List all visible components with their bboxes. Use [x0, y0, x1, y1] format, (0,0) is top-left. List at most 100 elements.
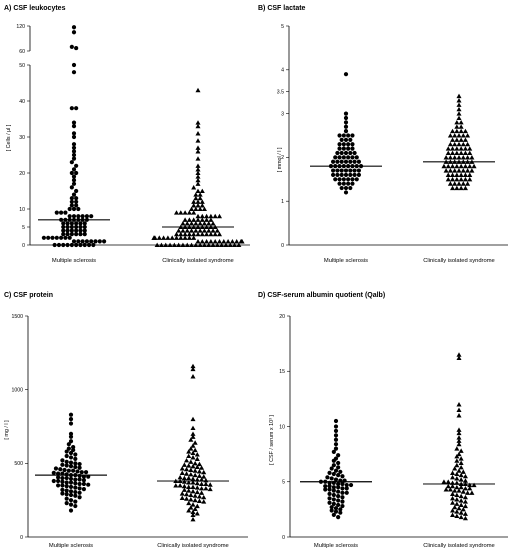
data-point-triangle — [462, 473, 468, 479]
data-point-circle — [60, 487, 65, 492]
data-point-circle — [336, 502, 341, 508]
data-point-circle — [69, 221, 74, 226]
data-point-circle — [56, 475, 61, 480]
data-point-triangle — [441, 479, 447, 484]
data-point-triangle — [210, 228, 216, 233]
data-point-circle — [61, 242, 66, 248]
data-point-triangle — [184, 466, 190, 472]
panel-a-y-tick-label: 5 — [22, 225, 25, 231]
data-point-triangle — [188, 492, 194, 498]
panel-c-y-tick-label: 1500 — [11, 314, 23, 320]
data-point-triangle — [447, 181, 453, 186]
data-point-triangle — [195, 174, 201, 179]
data-point-circle — [343, 137, 349, 142]
data-point-circle — [63, 210, 68, 215]
data-point-triangle — [462, 176, 468, 182]
data-point-circle — [86, 482, 91, 487]
data-point-circle — [343, 168, 349, 173]
data-point-triangle — [197, 192, 203, 197]
data-point-circle — [60, 462, 65, 467]
data-point-circle — [71, 445, 76, 450]
data-point-triangle — [201, 242, 207, 248]
data-point-triangle — [452, 141, 458, 147]
data-point-circle — [71, 167, 77, 172]
data-point-triangle — [456, 168, 462, 173]
data-point-circle — [346, 142, 351, 147]
data-point-triangle — [194, 503, 200, 509]
data-point-circle — [73, 456, 78, 462]
data-point-circle — [327, 500, 332, 505]
data-point-circle — [327, 487, 332, 492]
data-point-triangle — [179, 470, 185, 475]
data-point-triangle — [456, 505, 462, 511]
data-point-circle — [69, 199, 74, 204]
data-point-circle — [73, 464, 78, 470]
data-point-triangle — [462, 163, 468, 169]
panel-d-y-tick-label: 10 — [279, 424, 285, 430]
data-point-triangle — [189, 242, 195, 248]
data-point-circle — [71, 174, 77, 179]
data-point-triangle — [450, 512, 456, 517]
data-point-triangle — [465, 168, 471, 173]
data-point-triangle — [456, 133, 462, 138]
panel-d-y-tick-label: 20 — [279, 314, 285, 320]
data-point-circle — [336, 460, 341, 466]
data-point-triangle — [195, 87, 201, 93]
panel-c-y-tick-label: 500 — [14, 461, 23, 467]
data-point-circle — [352, 172, 357, 178]
data-point-triangle — [178, 235, 184, 240]
data-point-circle — [341, 177, 346, 182]
data-point-circle — [331, 492, 336, 498]
panel-c-points — [35, 363, 229, 522]
data-point-triangle — [191, 210, 197, 215]
data-point-triangle — [445, 150, 451, 156]
data-point-triangle — [197, 206, 203, 212]
data-point-circle — [341, 133, 346, 138]
data-point-circle — [76, 214, 81, 219]
data-point-circle — [335, 150, 340, 156]
data-point-circle — [340, 503, 345, 509]
data-point-circle — [335, 172, 340, 178]
data-point-circle — [337, 177, 342, 182]
data-point-circle — [68, 492, 74, 498]
data-point-triangle — [184, 491, 190, 497]
data-point-circle — [67, 214, 72, 219]
data-point-circle — [336, 485, 341, 490]
data-point-triangle — [179, 495, 185, 500]
data-point-triangle — [212, 239, 218, 244]
data-point-circle — [86, 242, 92, 248]
data-point-circle — [74, 242, 79, 248]
data-point-circle — [65, 232, 70, 237]
data-point-triangle — [456, 93, 462, 99]
data-point-circle — [339, 168, 344, 173]
data-point-triangle — [195, 231, 201, 237]
data-point-circle — [80, 214, 85, 219]
data-point-triangle — [195, 149, 201, 154]
data-point-triangle — [180, 228, 186, 233]
panel-a-ylabel: [ Cells / µl ] — [6, 124, 12, 151]
data-point-circle — [331, 471, 336, 477]
data-point-triangle — [462, 137, 468, 142]
data-point-triangle — [190, 480, 196, 485]
data-point-circle — [74, 106, 79, 111]
data-point-triangle — [456, 427, 462, 432]
data-point-triangle — [454, 513, 460, 519]
data-point-triangle — [210, 221, 216, 226]
data-point-triangle — [452, 181, 458, 186]
data-point-triangle — [212, 231, 218, 237]
data-point-circle — [68, 412, 74, 417]
data-point-circle — [327, 491, 332, 496]
panel-b-points — [310, 72, 495, 195]
data-point-circle — [77, 486, 82, 491]
data-point-circle — [65, 242, 70, 248]
data-point-circle — [71, 149, 77, 154]
data-point-triangle — [199, 481, 205, 486]
data-point-triangle — [190, 425, 196, 431]
data-point-triangle — [216, 213, 223, 219]
data-point-circle — [71, 181, 77, 186]
data-point-triangle — [456, 407, 462, 412]
data-point-triangle — [199, 485, 205, 491]
data-point-triangle — [195, 163, 201, 168]
panel-d: D) CSF-serum albumin quotient (Qalb) [ C… — [258, 292, 508, 549]
data-point-triangle — [456, 106, 462, 112]
